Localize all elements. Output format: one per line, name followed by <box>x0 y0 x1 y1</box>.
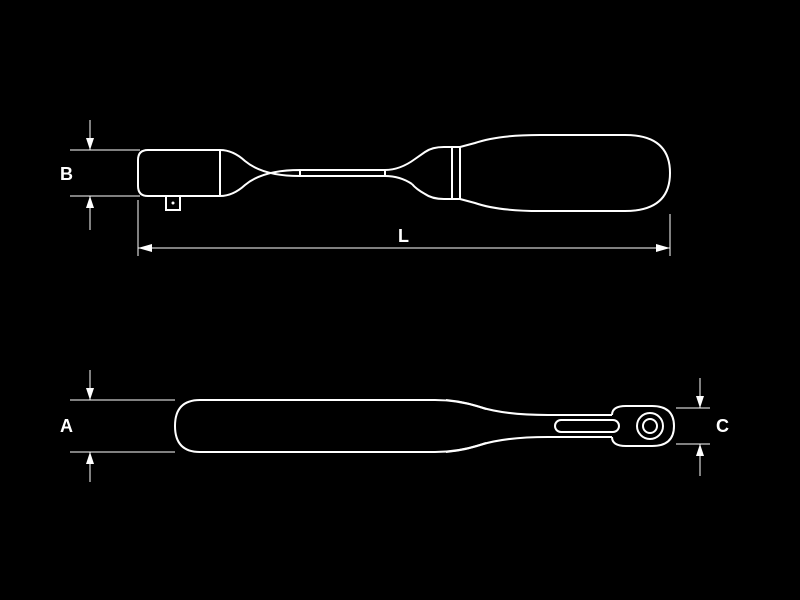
label-A: A <box>60 416 73 436</box>
label-C: C <box>716 416 729 436</box>
label-L: L <box>398 226 409 246</box>
top-view: B L <box>60 120 670 256</box>
technical-drawing: B L A <box>0 0 800 600</box>
bottom-view: A C <box>60 370 729 482</box>
label-B: B <box>60 164 73 184</box>
